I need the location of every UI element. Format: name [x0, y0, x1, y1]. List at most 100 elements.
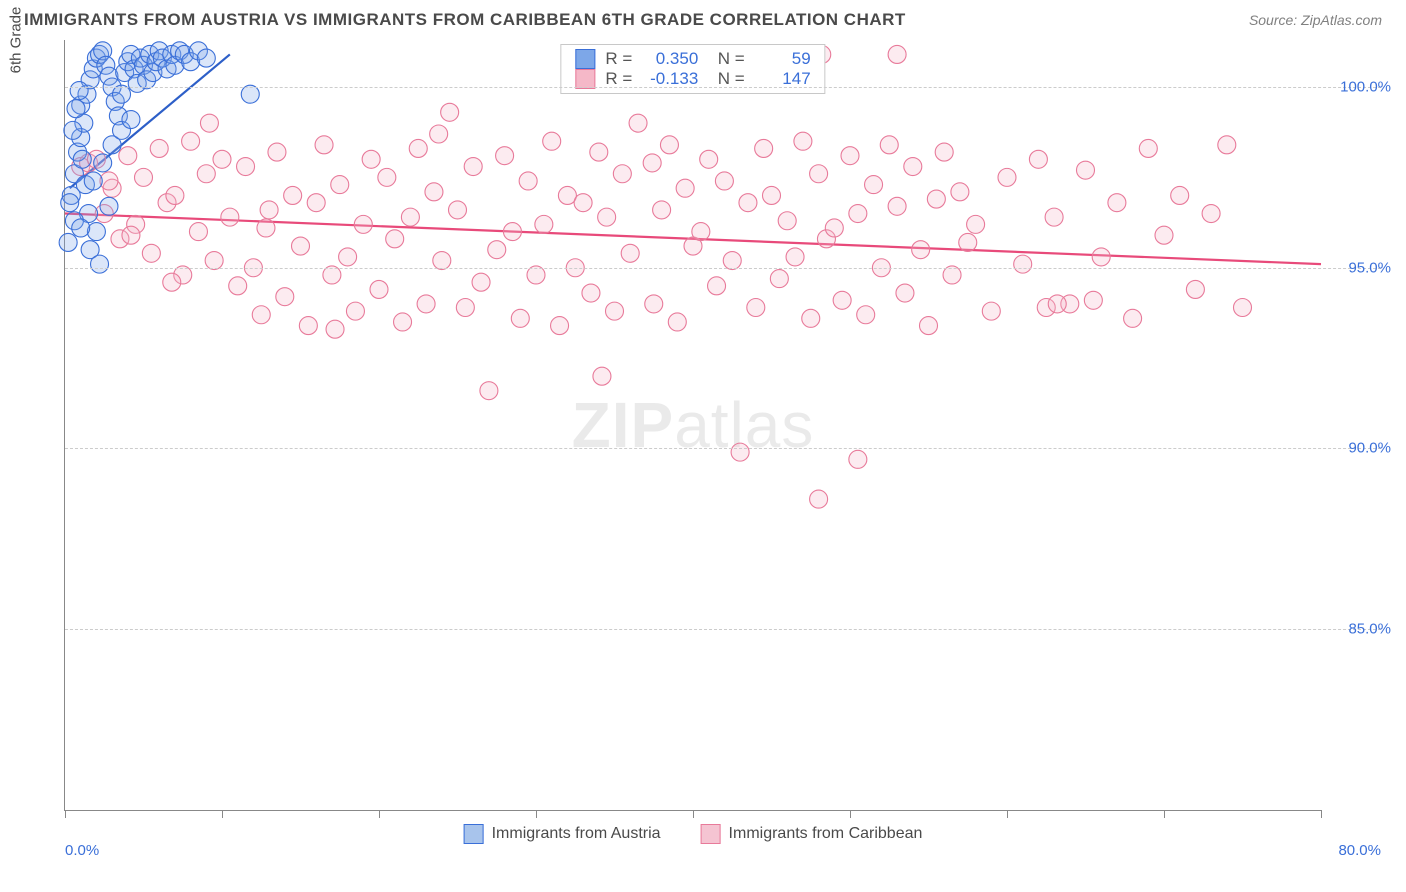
scatter-point	[763, 186, 781, 204]
stats-swatch-austria	[575, 49, 595, 69]
x-max-label: 80.0%	[1338, 842, 1381, 859]
y-axis-label: 6th Grade	[8, 7, 25, 74]
y-tick-label: 95.0%	[1331, 259, 1391, 276]
scatter-point	[841, 147, 859, 165]
scatter-point	[163, 273, 181, 291]
scatter-point	[668, 313, 686, 331]
scatter-point	[1234, 299, 1252, 317]
scatter-point	[64, 121, 82, 139]
scatter-point	[927, 190, 945, 208]
scatter-point	[802, 309, 820, 327]
scatter-point	[645, 295, 663, 313]
stats-r-label: R =	[605, 49, 632, 69]
scatter-point	[810, 490, 828, 508]
scatter-point	[582, 284, 600, 302]
scatter-point	[339, 248, 357, 266]
x-tick	[1007, 810, 1008, 818]
scatter-point	[935, 143, 953, 161]
scatter-point	[229, 277, 247, 295]
scatter-points-layer	[65, 40, 1321, 810]
scatter-point	[1045, 208, 1063, 226]
legend-item-austria: Immigrants from Austria	[464, 824, 661, 844]
scatter-point	[472, 273, 490, 291]
scatter-point	[643, 154, 661, 172]
scatter-point	[307, 194, 325, 212]
scatter-point	[252, 306, 270, 324]
scatter-point	[959, 233, 977, 251]
plot-area: ZIPatlas R = 0.350 N = 59 R = -0.133 N =…	[64, 40, 1321, 811]
scatter-point	[378, 168, 396, 186]
scatter-point	[770, 270, 788, 288]
scatter-point	[150, 139, 168, 157]
scatter-point	[354, 215, 372, 233]
scatter-point	[692, 223, 710, 241]
scatter-point	[142, 244, 160, 262]
scatter-point	[122, 226, 140, 244]
scatter-point	[786, 248, 804, 266]
scatter-point	[912, 241, 930, 259]
scatter-point	[967, 215, 985, 233]
scatter-point	[1155, 226, 1173, 244]
scatter-point	[849, 205, 867, 223]
x-tick	[1321, 810, 1322, 818]
scatter-point	[1092, 248, 1110, 266]
stats-r-austria: 0.350	[642, 49, 698, 69]
scatter-point	[535, 215, 553, 233]
scatter-point	[1218, 136, 1236, 154]
scatter-point	[1029, 150, 1047, 168]
scatter-point	[1077, 161, 1095, 179]
scatter-point	[200, 114, 218, 132]
scatter-point	[401, 208, 419, 226]
scatter-point	[503, 223, 521, 241]
scatter-point	[676, 179, 694, 197]
scatter-point	[182, 132, 200, 150]
scatter-point	[747, 299, 765, 317]
scatter-point	[551, 317, 569, 335]
stats-row-austria: R = 0.350 N = 59	[575, 49, 810, 69]
scatter-point	[1084, 291, 1102, 309]
scatter-point	[284, 186, 302, 204]
scatter-point	[865, 176, 883, 194]
scatter-point	[496, 147, 514, 165]
scatter-point	[1014, 255, 1032, 273]
scatter-point	[100, 197, 118, 215]
scatter-point	[449, 201, 467, 219]
scatter-point	[94, 154, 112, 172]
scatter-point	[1124, 309, 1142, 327]
scatter-point	[621, 244, 639, 262]
scatter-point	[708, 277, 726, 295]
scatter-point	[197, 49, 215, 67]
scatter-point	[268, 143, 286, 161]
scatter-point	[326, 320, 344, 338]
legend-item-caribbean: Immigrants from Caribbean	[701, 824, 923, 844]
scatter-point	[888, 45, 906, 63]
x-tick	[379, 810, 380, 818]
scatter-point	[72, 219, 90, 237]
scatter-point	[213, 150, 231, 168]
scatter-point	[653, 201, 671, 219]
gridline	[65, 448, 1381, 449]
scatter-point	[260, 201, 278, 219]
scatter-point	[982, 302, 1000, 320]
scatter-point	[84, 172, 102, 190]
scatter-point	[73, 150, 91, 168]
scatter-point	[1171, 186, 1189, 204]
scatter-point	[660, 136, 678, 154]
scatter-point	[888, 197, 906, 215]
scatter-point	[417, 295, 435, 313]
scatter-point	[61, 194, 79, 212]
scatter-point	[1048, 295, 1066, 313]
scatter-point	[700, 150, 718, 168]
scatter-point	[593, 367, 611, 385]
scatter-point	[951, 183, 969, 201]
scatter-point	[370, 280, 388, 298]
scatter-point	[715, 172, 733, 190]
chart-source: Source: ZipAtlas.com	[1249, 12, 1382, 28]
scatter-point	[613, 165, 631, 183]
scatter-point	[189, 223, 207, 241]
legend-swatch-austria	[464, 824, 484, 844]
scatter-point	[237, 158, 255, 176]
scatter-point	[488, 241, 506, 259]
stats-n-austria: 59	[755, 49, 811, 69]
scatter-point	[598, 208, 616, 226]
